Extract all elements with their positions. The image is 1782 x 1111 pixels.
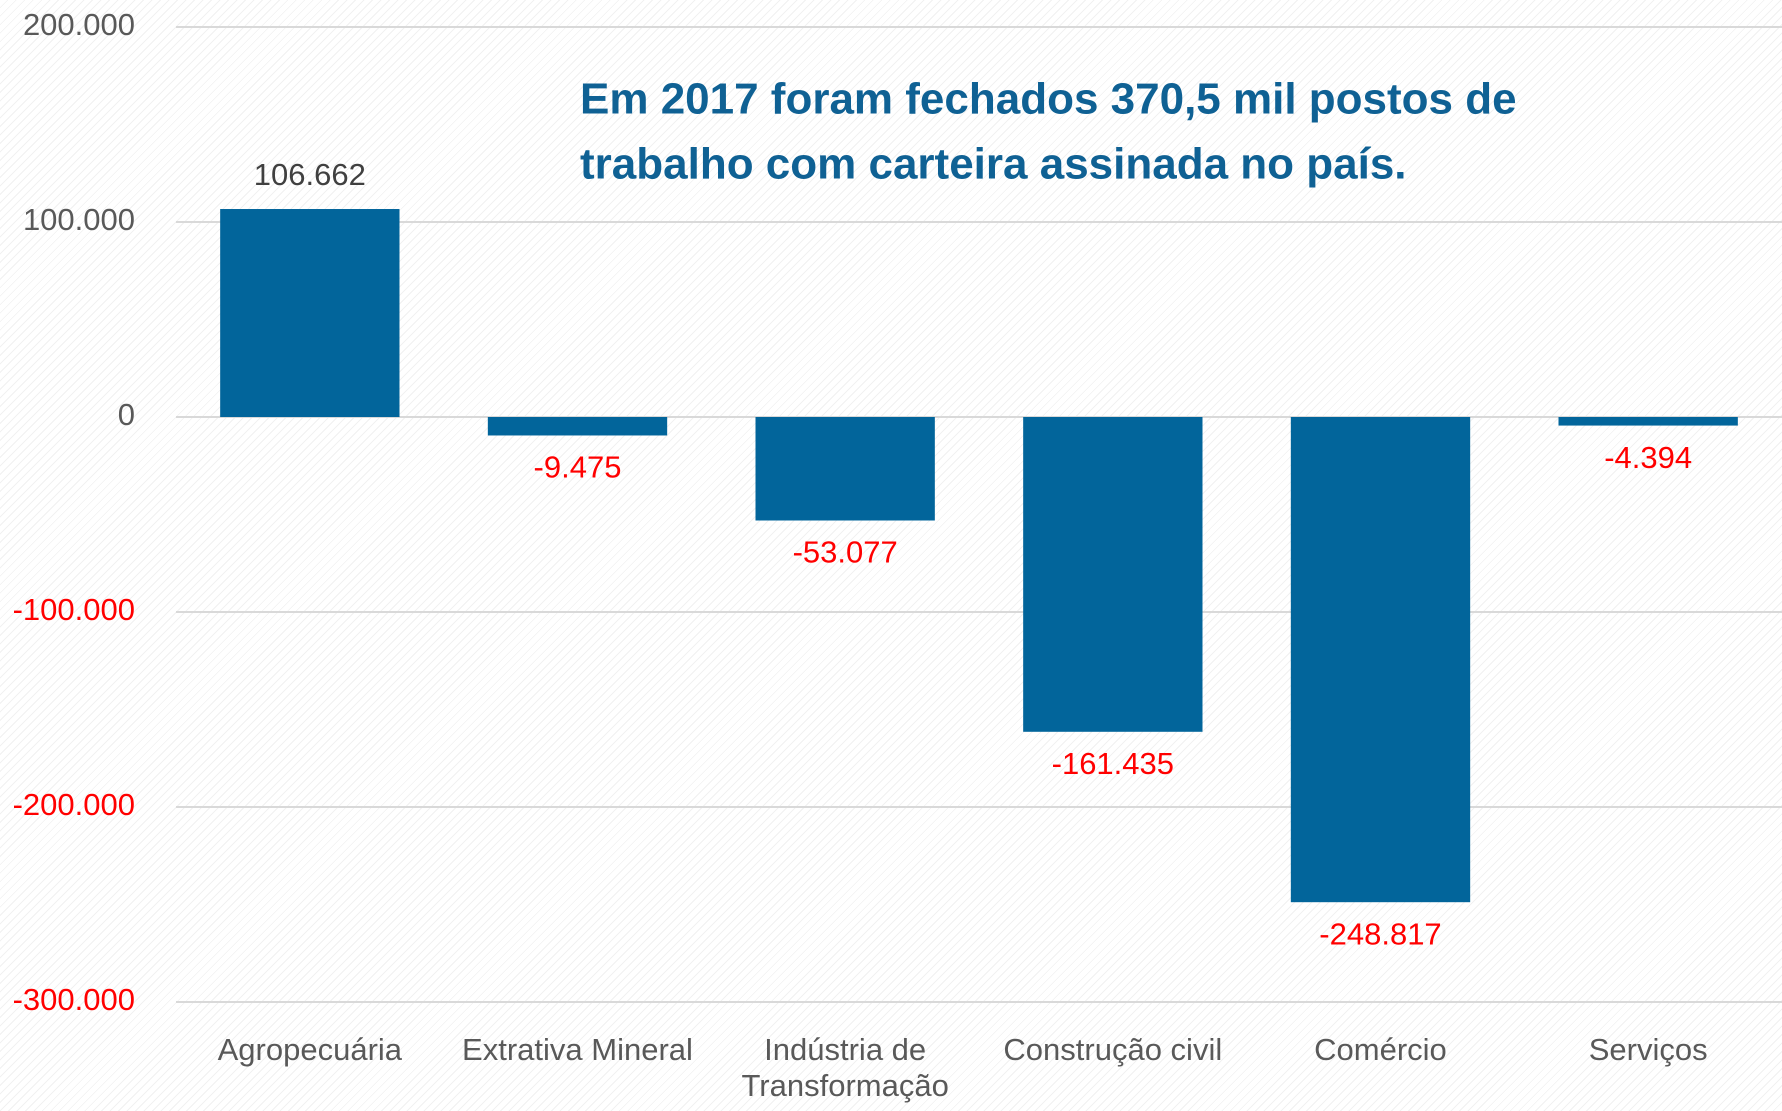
x-tick-label: Agropecuária bbox=[217, 1032, 403, 1067]
y-tick-label: -300.000 bbox=[13, 982, 135, 1017]
annotation: Em 2017 foram fechados 370,5 mil postos … bbox=[580, 75, 1517, 124]
bar bbox=[1558, 417, 1738, 426]
y-tick-label: 0 bbox=[118, 397, 135, 432]
y-tick-label: -100.000 bbox=[13, 592, 135, 627]
y-tick-label: 100.000 bbox=[23, 202, 135, 237]
value-label: -53.077 bbox=[793, 535, 898, 570]
value-label: -248.817 bbox=[1319, 916, 1441, 951]
bar bbox=[1023, 417, 1203, 732]
y-tick-label: 200.000 bbox=[23, 7, 135, 42]
plot: -300.000 -200.000 -100.000 0 100.000 200.000 1… bbox=[13, 7, 1782, 1017]
value-label: -4.394 bbox=[1604, 440, 1692, 475]
x-tick-label: Indústria de Transformação bbox=[741, 1032, 949, 1103]
bar bbox=[755, 417, 935, 521]
x-tick-label: Extrativa Mineral bbox=[462, 1032, 693, 1067]
bar bbox=[487, 417, 668, 436]
x-tick-label: Construção civil bbox=[1003, 1032, 1223, 1067]
y-tick-label: -200.000 bbox=[13, 787, 135, 822]
x-tick-label: Comércio bbox=[1314, 1032, 1447, 1067]
bar bbox=[220, 209, 400, 417]
annotation: trabalho com carteira assinada no país. bbox=[580, 140, 1407, 189]
value-label: 106.662 bbox=[254, 157, 366, 192]
value-label: -9.475 bbox=[534, 450, 622, 485]
value-label: -161.435 bbox=[1052, 746, 1174, 781]
x-tick-label: Serviços bbox=[1588, 1032, 1708, 1067]
bar bbox=[1290, 417, 1471, 903]
